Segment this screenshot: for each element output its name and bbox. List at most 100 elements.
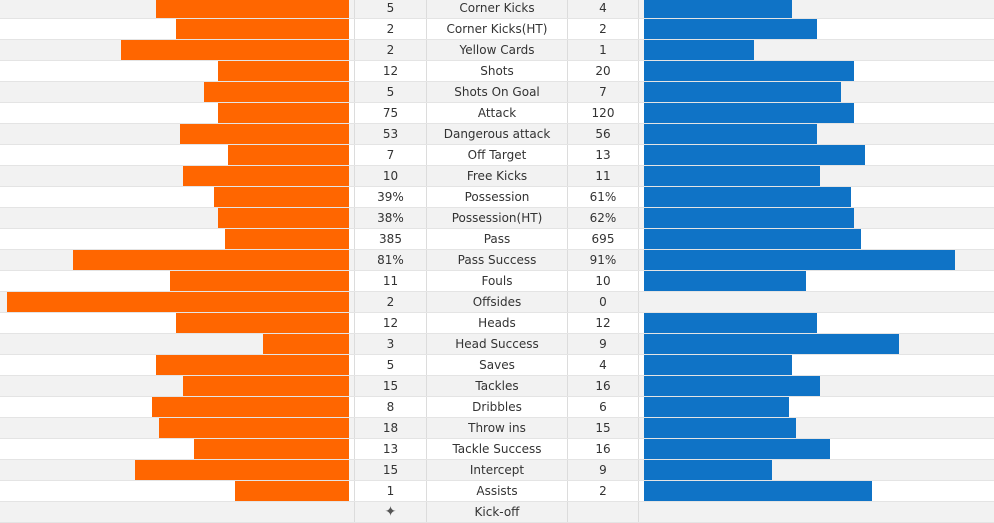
away-value: 62% — [568, 208, 639, 228]
home-bar — [218, 103, 349, 123]
home-bar-cell — [0, 250, 355, 270]
away-bar — [644, 250, 955, 270]
home-value: 3 — [355, 334, 427, 354]
stat-row: 13 Tackle Success 16 — [0, 439, 994, 460]
away-bar-cell — [639, 376, 994, 396]
away-bar — [644, 82, 841, 102]
away-bar — [644, 61, 854, 81]
kickoff-icon-cell: ✦ — [355, 502, 427, 522]
home-value: 8 — [355, 397, 427, 417]
away-bar — [644, 397, 789, 417]
away-bar-cell — [639, 355, 994, 375]
stat-row: 1 Assists 2 — [0, 481, 994, 502]
home-bar-cell — [0, 376, 355, 396]
away-bar — [644, 376, 820, 396]
away-bar-cell — [639, 61, 994, 81]
stat-row: 15 Tackles 16 — [0, 376, 994, 397]
away-bar-cell — [639, 334, 994, 354]
home-value: 385 — [355, 229, 427, 249]
away-bar-cell — [639, 397, 994, 417]
home-bar-cell — [0, 166, 355, 186]
stat-row: 5 Corner Kicks 4 — [0, 0, 994, 19]
away-bar-cell — [639, 208, 994, 228]
stat-label: Off Target — [427, 145, 568, 165]
away-value: 9 — [568, 460, 639, 480]
home-bar-cell — [0, 187, 355, 207]
home-bar — [73, 250, 349, 270]
away-value: 695 — [568, 229, 639, 249]
home-bar — [156, 355, 349, 375]
kickoff-empty-awaybar — [639, 502, 994, 522]
stat-label: Attack — [427, 103, 568, 123]
stat-label: Head Success — [427, 334, 568, 354]
home-bar — [152, 397, 349, 417]
away-bar — [644, 124, 817, 144]
home-bar-cell — [0, 229, 355, 249]
home-bar — [218, 208, 349, 228]
away-bar — [644, 40, 754, 60]
away-bar — [644, 103, 854, 123]
stat-label: Yellow Cards — [427, 40, 568, 60]
away-bar-cell — [639, 0, 994, 18]
home-bar — [263, 334, 349, 354]
away-bar-cell — [639, 103, 994, 123]
home-bar — [159, 418, 349, 438]
stat-row: 15 Intercept 9 — [0, 460, 994, 481]
away-bar-cell — [639, 82, 994, 102]
stat-label: Fouls — [427, 271, 568, 291]
stat-label: Pass — [427, 229, 568, 249]
away-bar-cell — [639, 124, 994, 144]
away-value: 13 — [568, 145, 639, 165]
home-bar-cell — [0, 292, 355, 312]
away-bar-cell — [639, 292, 994, 312]
stat-label: Shots — [427, 61, 568, 81]
stat-row: 81% Pass Success 91% — [0, 250, 994, 271]
away-value: 91% — [568, 250, 639, 270]
away-bar-cell — [639, 250, 994, 270]
stat-label: Intercept — [427, 460, 568, 480]
stat-row: 2 Yellow Cards 1 — [0, 40, 994, 61]
stat-label: Corner Kicks(HT) — [427, 19, 568, 39]
away-value: 6 — [568, 397, 639, 417]
away-value: 15 — [568, 418, 639, 438]
away-value: 7 — [568, 82, 639, 102]
away-value: 4 — [568, 0, 639, 18]
stat-label: Free Kicks — [427, 166, 568, 186]
home-bar — [235, 481, 349, 501]
away-value: 12 — [568, 313, 639, 333]
away-bar-cell — [639, 439, 994, 459]
home-bar — [183, 376, 349, 396]
stat-row: 385 Pass 695 — [0, 229, 994, 250]
stat-row: 18 Throw ins 15 — [0, 418, 994, 439]
home-value: 12 — [355, 61, 427, 81]
stat-row: 5 Saves 4 — [0, 355, 994, 376]
away-bar-cell — [639, 481, 994, 501]
away-value: 20 — [568, 61, 639, 81]
away-bar — [644, 271, 806, 291]
stat-label: Heads — [427, 313, 568, 333]
home-bar-cell — [0, 145, 355, 165]
stat-label: Assists — [427, 481, 568, 501]
home-bar — [225, 229, 349, 249]
home-bar-cell — [0, 271, 355, 291]
away-bar — [644, 334, 899, 354]
stat-label: Dangerous attack — [427, 124, 568, 144]
stat-label: Tackles — [427, 376, 568, 396]
home-value: 5 — [355, 82, 427, 102]
home-bar-cell — [0, 460, 355, 480]
kickoff-empty-home — [0, 502, 355, 522]
home-bar — [7, 292, 349, 312]
home-bar-cell — [0, 355, 355, 375]
away-bar-cell — [639, 166, 994, 186]
home-value: 15 — [355, 460, 427, 480]
stat-label: Corner Kicks — [427, 0, 568, 18]
away-value: 9 — [568, 334, 639, 354]
home-bar — [204, 82, 349, 102]
away-value: 56 — [568, 124, 639, 144]
home-value: 13 — [355, 439, 427, 459]
home-value: 81% — [355, 250, 427, 270]
away-bar — [644, 145, 865, 165]
away-bar — [644, 187, 851, 207]
stat-label: Shots On Goal — [427, 82, 568, 102]
away-value: 1 — [568, 40, 639, 60]
